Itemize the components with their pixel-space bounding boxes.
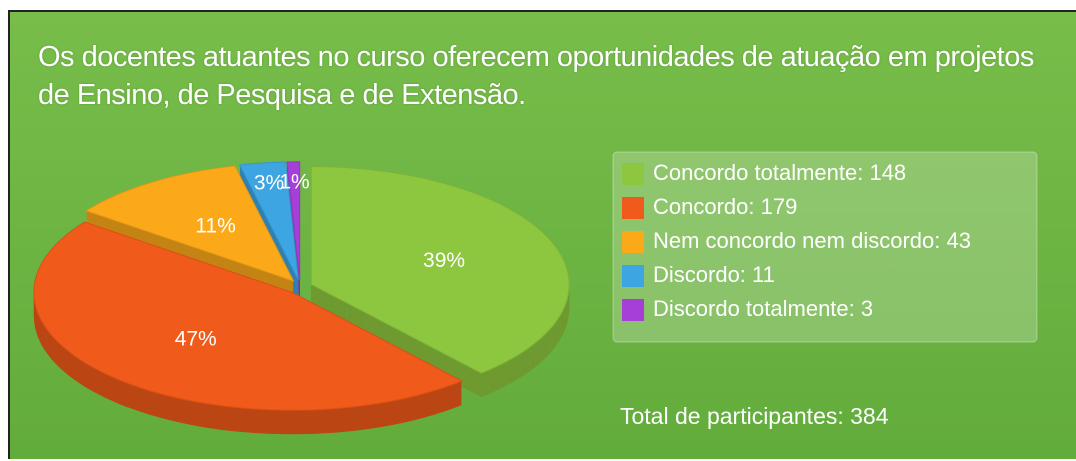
legend-swatch bbox=[622, 231, 644, 253]
legend-swatch bbox=[622, 265, 644, 287]
legend-label: Discordo totalmente: 3 bbox=[653, 296, 873, 321]
data-label: 3% bbox=[254, 172, 284, 195]
slice bbox=[33, 221, 464, 411]
slice bbox=[85, 165, 295, 282]
legend-swatch bbox=[622, 299, 644, 321]
legend-label: Nem concordo nem discordo: 43 bbox=[653, 228, 971, 253]
legend-label: Concordo: 179 bbox=[653, 194, 797, 219]
legend-label: Concordo totalmente: 148 bbox=[653, 160, 906, 185]
annotation: Total de participantes: 384 bbox=[620, 403, 889, 429]
legend-swatch bbox=[622, 163, 644, 185]
chart-title: Os docentes atuantes no curso oferecem o… bbox=[38, 41, 1034, 111]
data-label: 11% bbox=[195, 214, 235, 237]
slice bbox=[286, 161, 301, 280]
chart-panel: Os docentes atuantes no curso oferecem o… bbox=[8, 10, 1076, 459]
data-label: 47% bbox=[175, 328, 217, 351]
legend-swatch bbox=[622, 197, 644, 219]
slice bbox=[238, 161, 299, 281]
legend-label: Discordo: 11 bbox=[653, 262, 775, 287]
data-label: 39% bbox=[423, 249, 465, 272]
legend-box bbox=[612, 151, 1038, 343]
slice bbox=[310, 165, 570, 374]
chart: Total de participantes: 384 39% 47% 11% 3%1… bbox=[33, 151, 1038, 435]
data-label: 1% bbox=[279, 171, 309, 194]
